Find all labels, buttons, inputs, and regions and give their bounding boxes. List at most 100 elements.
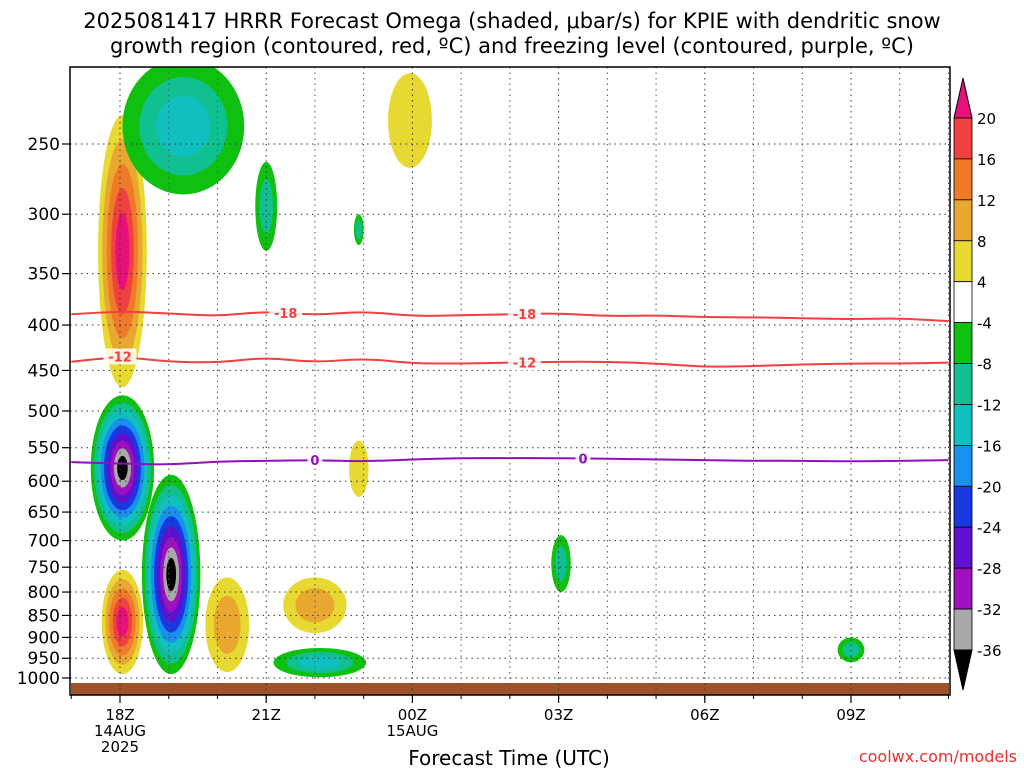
omega-band: [213, 595, 241, 654]
contour-label: -12: [513, 356, 537, 371]
colorbar-label: -28: [977, 560, 1002, 578]
colorbar-box: [953, 322, 973, 364]
omega-band: [555, 546, 568, 582]
x-tick-label: 06Z: [690, 706, 719, 724]
contour-label: -18: [513, 308, 537, 323]
omega-band: [842, 642, 860, 658]
contour-label: -18: [274, 307, 298, 322]
x-axis-label: Forecast Time (UTC): [408, 746, 610, 768]
temperature-contours: -18 -18 -12 -12 0 0: [71, 304, 949, 469]
contour-label: 0: [578, 452, 587, 467]
y-axis-pressure: 2503003504004505005506006507007508008509…: [17, 135, 70, 689]
contour-label-bg: [103, 348, 137, 365]
colorbar-label: -32: [977, 601, 1002, 619]
omega-feature-0: [98, 115, 147, 388]
x-tick-label: 14AUG: [94, 722, 146, 740]
omega-band: [156, 95, 211, 157]
y-tick-label: 700: [28, 532, 60, 552]
colorbar-label: -20: [977, 478, 1002, 496]
y-tick-label: 850: [28, 606, 60, 626]
y-tick-label: 450: [28, 361, 60, 381]
x-tick-label: 15AUG: [386, 722, 438, 740]
colorbar-box: [953, 444, 973, 487]
omega-band: [299, 656, 341, 670]
contour-label: -12: [108, 350, 132, 365]
omega-feature-3: [141, 474, 201, 675]
credit-text: coolwx.com/models: [859, 747, 1017, 766]
x-tick-label: 2025: [101, 738, 139, 756]
omega-band: [349, 440, 369, 497]
colorbar-label: -8: [977, 356, 992, 374]
contour-line: [71, 457, 949, 466]
omega-shading: [90, 67, 865, 678]
colorbar-label: 12: [977, 192, 996, 210]
y-tick-label: 900: [28, 628, 60, 648]
chart-title-line2: growth region (contoured, red, ºC) and f…: [110, 34, 914, 58]
colorbar-label: -36: [977, 642, 1002, 660]
colorbar-label: -12: [977, 396, 1002, 414]
x-tick-label: 00Z: [398, 706, 427, 724]
y-tick-label: 600: [28, 472, 60, 492]
omega-feature-8: [349, 440, 369, 497]
chart-title-line1: 2025081417 HRRR Forecast Omega (shaded, …: [83, 9, 940, 33]
colorbar-box: [953, 404, 973, 446]
colorbar-box: [953, 485, 973, 528]
omega-feature-12: [551, 535, 571, 593]
colorbar-bottom-arrow: [953, 649, 973, 691]
colorbar-label: 4: [977, 274, 987, 292]
colorbar-box: [953, 363, 973, 405]
colorbar-label: 8: [977, 233, 987, 251]
omega-band: [259, 179, 273, 234]
grid-lines: [70, 67, 950, 695]
colorbar-box: [953, 158, 973, 201]
y-tick-label: 500: [28, 402, 60, 422]
omega-feature-11: [205, 577, 250, 673]
omega-feature-5: [255, 162, 278, 251]
colorbar-label: 16: [977, 151, 996, 169]
colorbar-box: [953, 281, 973, 324]
y-tick-label: 250: [28, 135, 60, 155]
omega-band: [116, 607, 129, 637]
omega-band: [388, 73, 432, 168]
omega-feature-7: [353, 214, 364, 246]
contour-label-bg: [575, 450, 591, 467]
x-tick-label: 21Z: [252, 706, 281, 724]
omega-feature-10: [283, 577, 347, 634]
omega-feature-1: [101, 569, 144, 675]
colorbar-box: [953, 608, 973, 651]
contour-label-bg: [507, 306, 541, 323]
contour-label-bg: [307, 452, 323, 469]
omega-feature-4: [122, 67, 245, 195]
contour-label: 0: [310, 454, 319, 469]
omega-band: [115, 212, 130, 291]
y-tick-label: 350: [28, 265, 60, 285]
colorbar-box: [953, 567, 973, 610]
y-tick-label: 950: [28, 649, 60, 669]
colorbar-top-arrow: [953, 77, 973, 119]
colorbar-box: [953, 240, 973, 283]
omega-band: [355, 220, 362, 240]
colorbar-label: -4: [977, 315, 992, 333]
colorbar-label: 20: [977, 110, 996, 128]
omega-band: [295, 588, 335, 623]
omega-band: [166, 557, 177, 592]
y-tick-label: 550: [28, 439, 60, 459]
x-tick-label: 09Z: [836, 706, 865, 724]
contour-label-bg: [507, 354, 541, 371]
omega-feature-6: [388, 73, 432, 168]
y-tick-label: 300: [28, 205, 60, 225]
y-tick-label: 650: [28, 503, 60, 523]
omega-feature-13: [837, 637, 865, 663]
omega-feature-9: [273, 647, 367, 678]
omega-feature-2: [90, 395, 155, 541]
colorbar-box: [953, 117, 973, 160]
colorbar-box: [953, 526, 973, 569]
colorbar-box: [953, 199, 973, 242]
contour-label-bg: [269, 304, 303, 321]
x-tick-label: 03Z: [544, 706, 573, 724]
colorbar-label: -24: [977, 519, 1002, 537]
y-tick-label: 400: [28, 316, 60, 336]
y-tick-label: 750: [28, 558, 60, 578]
